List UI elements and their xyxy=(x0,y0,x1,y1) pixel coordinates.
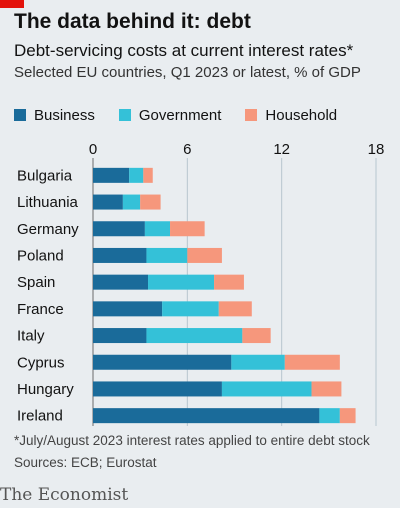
bar-business-france xyxy=(93,301,163,317)
category-label: Hungary xyxy=(17,381,74,398)
legend-swatch-business xyxy=(14,109,26,121)
bar-government-france xyxy=(162,301,219,317)
bar-household-spain xyxy=(214,274,244,290)
legend-item-household: Household xyxy=(245,107,337,124)
bar-household-cyprus xyxy=(284,354,340,370)
stacked-bar-chart: 0 6 12 18 Bulgaria Lithuania Germany Poland Spai… xyxy=(17,141,385,426)
bar-business-cyprus xyxy=(93,354,232,370)
x-tick-label: 12 xyxy=(273,141,290,158)
sources: Sources: ECB; Eurostat xyxy=(14,455,157,470)
bar-government-italy xyxy=(146,328,243,344)
category-label: Lithuania xyxy=(17,194,79,211)
legend-label-household: Household xyxy=(265,106,338,124)
bar-government-hungary xyxy=(221,381,312,397)
bar-household-italy xyxy=(242,328,271,344)
bar-business-lithuania xyxy=(93,194,123,210)
bar-household-bulgaria xyxy=(143,167,153,183)
legend-label-government: Government xyxy=(138,106,222,124)
bar-government-germany xyxy=(144,221,171,237)
bar-business-bulgaria xyxy=(93,167,130,183)
category-label: Ireland xyxy=(17,408,63,425)
bar-business-hungary xyxy=(93,381,222,397)
chart-title: The data behind it: debt xyxy=(14,10,251,33)
bar-government-ireland xyxy=(319,408,340,424)
bar-business-italy xyxy=(93,328,147,344)
category-label: Bulgaria xyxy=(17,167,73,184)
bar-household-france xyxy=(218,301,252,317)
brand-logo: The Economist xyxy=(0,485,129,505)
category-label: Spain xyxy=(17,274,55,291)
bar-business-germany xyxy=(93,221,145,237)
bar-household-ireland xyxy=(339,408,356,424)
legend-item-business: Business xyxy=(14,107,95,124)
legend-swatch-government xyxy=(118,109,131,121)
bar-household-lithuania xyxy=(140,194,161,210)
legend: Business Government Household xyxy=(14,105,361,125)
footnote: *July/August 2023 interest rates applied… xyxy=(14,433,370,448)
category-label: France xyxy=(17,301,64,318)
bar-government-lithuania xyxy=(122,194,141,210)
chart-description: Selected EU countries, Q1 2023 or latest… xyxy=(14,64,361,81)
bar-household-poland xyxy=(187,247,222,263)
x-tick-label: 0 xyxy=(89,141,97,158)
category-label: Poland xyxy=(17,247,64,264)
bar-business-poland xyxy=(93,247,147,263)
legend-swatch-household xyxy=(245,109,258,121)
category-label: Cyprus xyxy=(17,354,65,371)
legend-label-business: Business xyxy=(34,106,95,124)
bar-government-cyprus xyxy=(231,354,285,370)
brand-red-tag xyxy=(0,0,24,8)
category-label: Germany xyxy=(17,221,79,238)
bar-business-spain xyxy=(93,274,149,290)
chart-subtitle: Debt-servicing costs at current interest… xyxy=(14,41,354,60)
x-tick-label: 6 xyxy=(183,141,191,158)
bar-government-poland xyxy=(146,247,188,263)
bar-government-spain xyxy=(148,274,215,290)
bar-household-germany xyxy=(170,221,205,237)
bar-government-bulgaria xyxy=(129,167,144,183)
category-label: Italy xyxy=(17,328,45,345)
bar-business-ireland xyxy=(93,408,320,424)
legend-item-government: Government xyxy=(118,106,222,124)
x-tick-label: 18 xyxy=(368,141,385,158)
bar-household-hungary xyxy=(311,381,342,397)
